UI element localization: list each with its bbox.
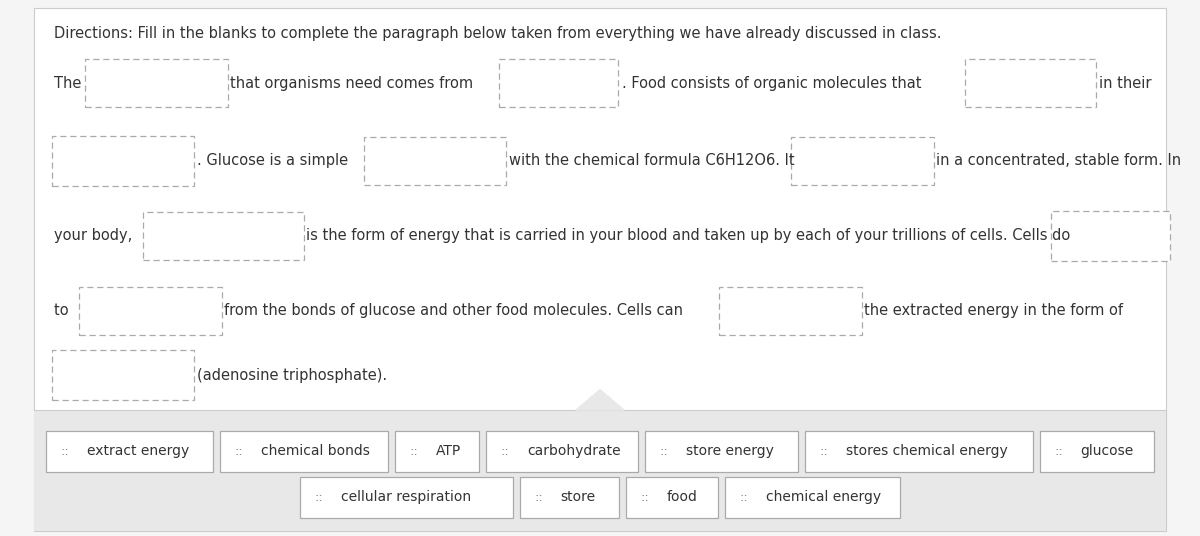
FancyBboxPatch shape — [520, 477, 619, 518]
Text: ::: :: — [641, 491, 649, 504]
FancyBboxPatch shape — [1039, 431, 1154, 472]
FancyBboxPatch shape — [646, 431, 798, 472]
FancyBboxPatch shape — [805, 431, 1033, 472]
Text: carbohydrate: carbohydrate — [527, 444, 620, 458]
Text: your body,: your body, — [54, 228, 137, 243]
FancyBboxPatch shape — [85, 59, 228, 107]
Text: from the bonds of glucose and other food molecules. Cells can: from the bonds of glucose and other food… — [224, 303, 688, 318]
FancyBboxPatch shape — [52, 350, 194, 400]
Text: ::: :: — [500, 445, 509, 458]
Text: in their: in their — [1099, 76, 1152, 91]
FancyBboxPatch shape — [1051, 211, 1170, 261]
Text: ::: :: — [660, 445, 668, 458]
FancyBboxPatch shape — [221, 431, 388, 472]
Bar — [34, 410, 1166, 531]
Text: ::: :: — [534, 491, 542, 504]
Text: stores chemical energy: stores chemical energy — [846, 444, 1007, 458]
Text: chemical energy: chemical energy — [766, 490, 881, 504]
FancyBboxPatch shape — [499, 59, 618, 107]
FancyBboxPatch shape — [34, 8, 1166, 531]
Text: is the form of energy that is carried in your blood and taken up by each of your: is the form of energy that is carried in… — [306, 228, 1075, 243]
Text: ::: :: — [1055, 445, 1063, 458]
Text: with the chemical formula C6H12O6. It: with the chemical formula C6H12O6. It — [509, 153, 799, 168]
Text: the extracted energy in the form of: the extracted energy in the form of — [864, 303, 1123, 318]
FancyBboxPatch shape — [719, 287, 862, 334]
FancyBboxPatch shape — [626, 477, 718, 518]
FancyBboxPatch shape — [791, 137, 934, 185]
Text: extract energy: extract energy — [86, 444, 188, 458]
FancyBboxPatch shape — [364, 137, 506, 185]
Text: ATP: ATP — [436, 444, 461, 458]
Text: ::: :: — [820, 445, 828, 458]
FancyBboxPatch shape — [79, 287, 222, 334]
Text: Directions: Fill in the blanks to complete the paragraph below taken from everyt: Directions: Fill in the blanks to comple… — [54, 26, 942, 41]
Text: store: store — [560, 490, 595, 504]
Text: food: food — [667, 490, 698, 504]
Text: to: to — [54, 303, 73, 318]
Text: chemical bonds: chemical bonds — [262, 444, 370, 458]
Text: ::: :: — [60, 445, 68, 458]
FancyBboxPatch shape — [46, 431, 214, 472]
Text: ::: :: — [409, 445, 418, 458]
Text: . Glucose is a simple: . Glucose is a simple — [197, 153, 353, 168]
FancyBboxPatch shape — [486, 431, 638, 472]
Text: ::: :: — [739, 491, 749, 504]
Text: glucose: glucose — [1081, 444, 1134, 458]
FancyBboxPatch shape — [52, 136, 194, 186]
FancyBboxPatch shape — [300, 477, 512, 518]
Text: (adenosine triphosphate).: (adenosine triphosphate). — [197, 368, 386, 383]
Text: store energy: store energy — [686, 444, 774, 458]
Text: . Food consists of organic molecules that: . Food consists of organic molecules tha… — [622, 76, 925, 91]
FancyBboxPatch shape — [965, 59, 1096, 107]
Text: ::: :: — [235, 445, 244, 458]
Text: in a concentrated, stable form. In: in a concentrated, stable form. In — [936, 153, 1181, 168]
Text: cellular respiration: cellular respiration — [341, 490, 470, 504]
Text: ::: :: — [314, 491, 323, 504]
Text: that organisms need comes from: that organisms need comes from — [230, 76, 478, 91]
Text: The: The — [54, 76, 86, 91]
FancyBboxPatch shape — [395, 431, 479, 472]
FancyBboxPatch shape — [725, 477, 900, 518]
FancyBboxPatch shape — [143, 212, 304, 259]
Polygon shape — [576, 390, 624, 410]
